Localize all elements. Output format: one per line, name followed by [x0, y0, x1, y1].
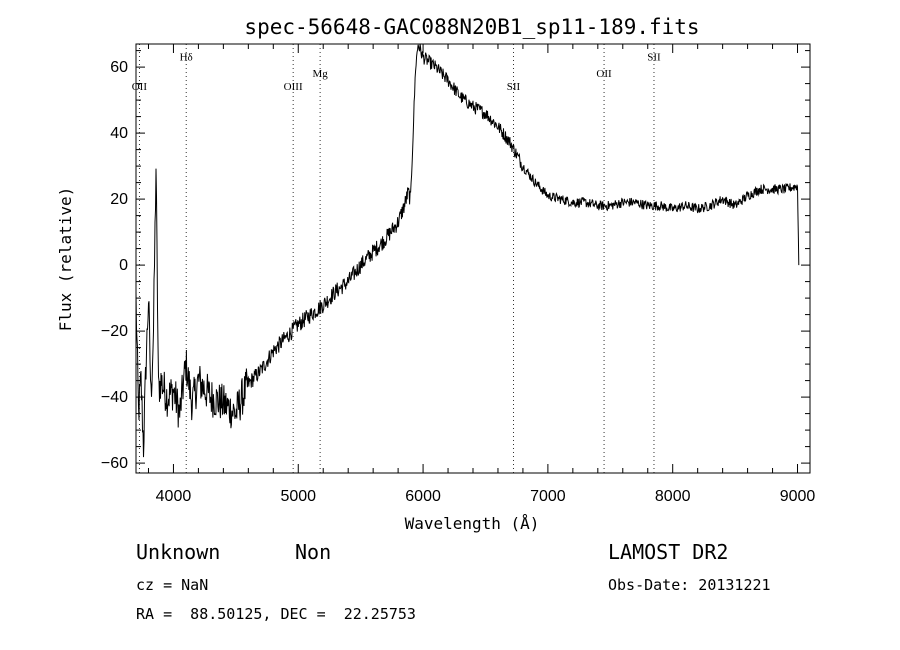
emission-line-label: Mg: [312, 68, 328, 80]
emission-line-label: OIII: [284, 81, 303, 93]
emission-line-label: Hδ: [180, 52, 193, 64]
x-axis-label: Wavelength (Å): [405, 514, 540, 533]
y-tick-label: −20: [101, 323, 128, 340]
y-tick-label: 60: [110, 59, 128, 76]
y-tick-label: 20: [110, 191, 128, 208]
y-axis-label: Flux (relative): [56, 187, 75, 332]
emission-line-label: SII: [647, 52, 661, 64]
x-tick-label: 8000: [655, 488, 691, 505]
spectrum-line: [135, 43, 800, 458]
classification-label: Unknown: [136, 540, 221, 564]
y-tick-label: 0: [119, 257, 128, 274]
y-tick-label: −40: [101, 389, 128, 406]
emission-line-label: SII: [507, 81, 521, 93]
emission-line-label: OII: [132, 81, 148, 93]
coordinates-text: RA = 88.50125, DEC = 22.25753: [136, 605, 416, 623]
survey-label: LAMOST DR2: [608, 540, 729, 564]
obs-date-text: Obs-Date: 20131221: [608, 576, 771, 594]
redshift-text: cz = NaN: [136, 576, 209, 594]
x-tick-label: 5000: [280, 488, 316, 505]
chart-title: spec-56648-GAC088N20B1_sp11-189.fits: [244, 15, 699, 39]
x-tick-label: 7000: [530, 488, 566, 505]
x-tick-label: 9000: [780, 488, 816, 505]
emission-line-label: OII: [596, 68, 612, 80]
x-tick-label: 6000: [405, 488, 441, 505]
plot-area: OII Hδ OIII Mg SII OII SII: [132, 43, 800, 473]
y-tick-label: −60: [101, 455, 128, 472]
x-tick-label: 4000: [156, 488, 192, 505]
y-tick-label: 40: [110, 125, 128, 142]
subclass-label: Non: [295, 540, 332, 564]
